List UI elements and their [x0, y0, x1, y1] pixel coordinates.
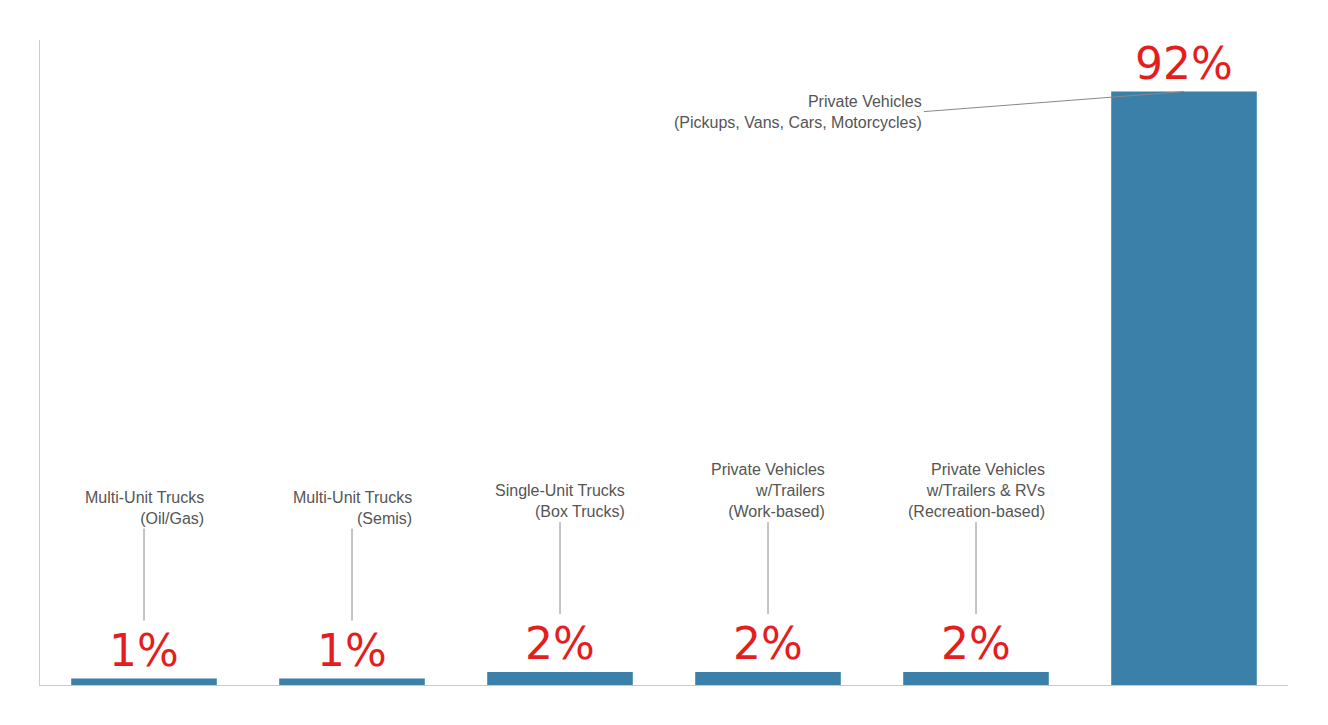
svg-text:2%: 2%	[941, 618, 1011, 669]
svg-text:Private Vehicles(Pickups, Vans: Private Vehicles(Pickups, Vans, Cars, Mo…	[674, 93, 922, 131]
svg-text:1%: 1%	[317, 625, 387, 676]
svg-text:92%: 92%	[1135, 38, 1233, 89]
svg-text:Single-Unit Trucks(Box Trucks): Single-Unit Trucks(Box Trucks)	[495, 482, 625, 520]
svg-text:Multi-Unit Trucks(Semis): Multi-Unit Trucks(Semis)	[293, 489, 412, 527]
svg-text:Private Vehiclesw/Trailers(Wor: Private Vehiclesw/Trailers(Work-based)	[711, 461, 825, 520]
svg-text:2%: 2%	[733, 618, 803, 669]
svg-text:2%: 2%	[525, 618, 595, 669]
svg-text:Private Vehiclesw/Trailers & R: Private Vehiclesw/Trailers & RVs(Recreat…	[908, 461, 1045, 520]
svg-text:Multi-Unit Trucks(Oil/Gas): Multi-Unit Trucks(Oil/Gas)	[85, 489, 204, 527]
svg-text:1%: 1%	[109, 625, 179, 676]
